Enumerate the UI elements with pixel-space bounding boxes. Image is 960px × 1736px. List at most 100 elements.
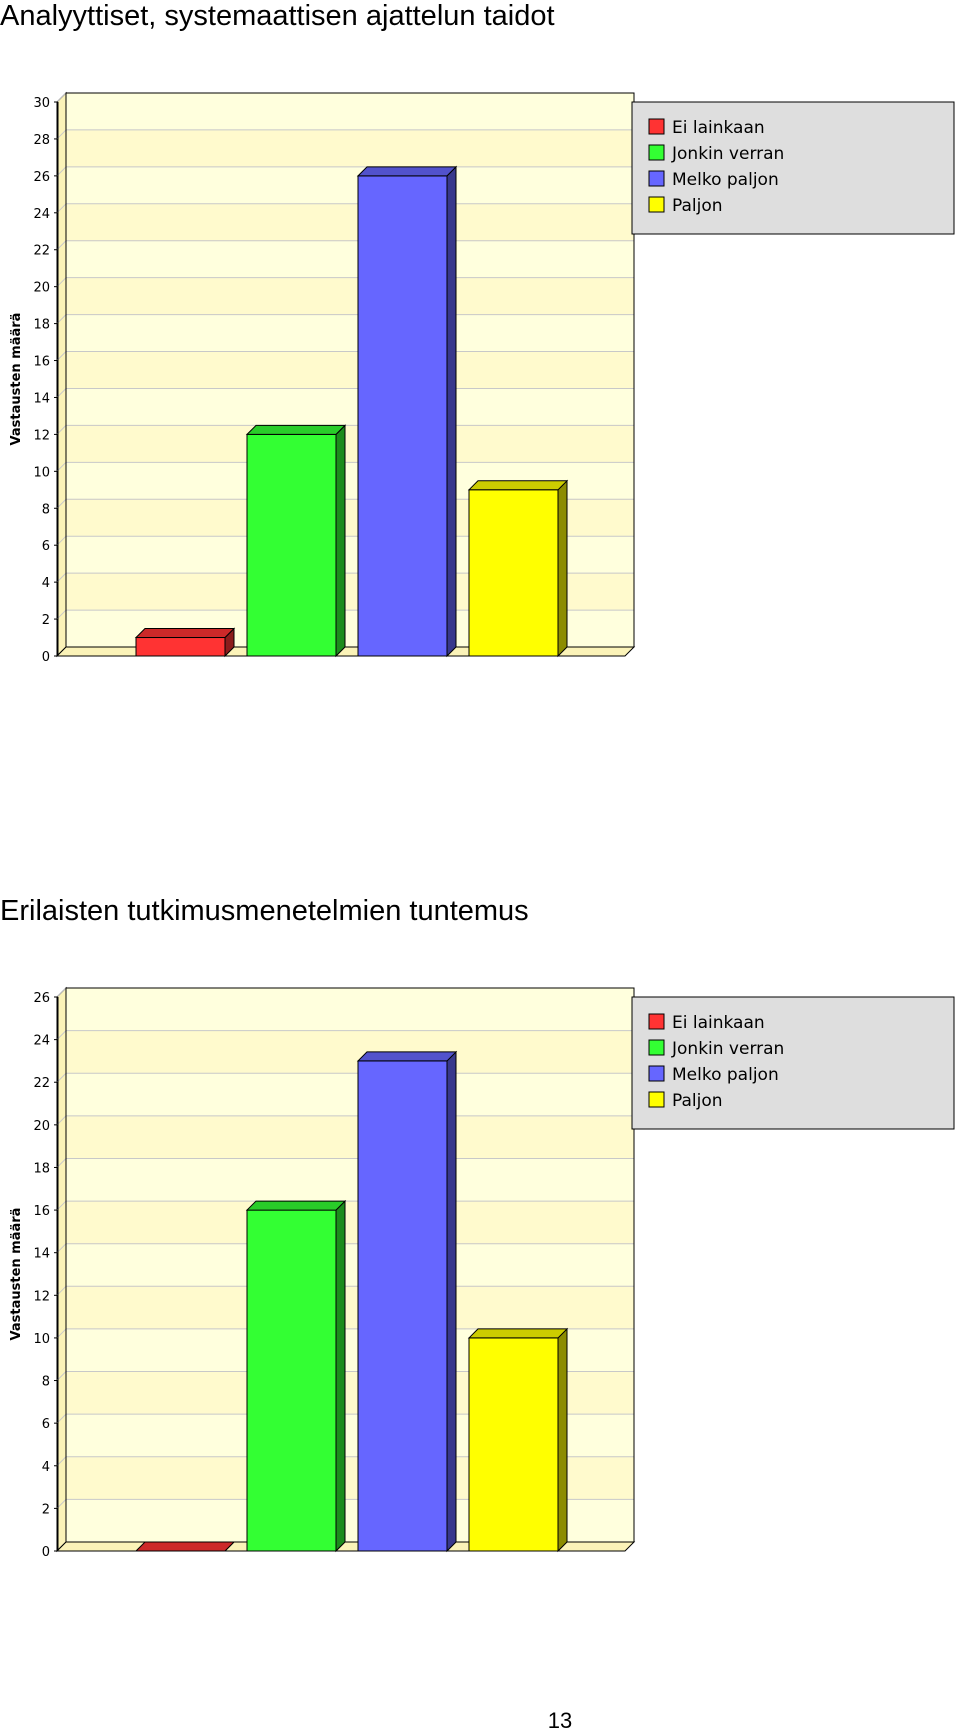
legend-label: Melko paljon: [672, 1065, 779, 1085]
plot-band: [66, 1030, 634, 1074]
legend-label: Paljon: [672, 1091, 723, 1111]
legend: Ei lainkaan Jonkin verran Melko paljon Palj…: [631, 101, 955, 235]
y-tick-label: 4: [42, 1460, 50, 1475]
legend-label: Jonkin verran: [671, 144, 784, 164]
legend-label: Jonkin verran: [671, 1039, 784, 1059]
bar-side: [446, 165, 457, 658]
bar-top: [467, 480, 569, 491]
gridline: [56, 92, 67, 103]
bar-side: [446, 1050, 457, 1553]
plot-band: [66, 203, 634, 241]
legend-label: Paljon: [672, 196, 723, 216]
y-tick-label: 26: [33, 170, 50, 185]
bar-side: [557, 1327, 568, 1553]
bar-top: [467, 1328, 569, 1339]
chart-1-title: Analyyttiset, systemaattisen ajattelun t…: [0, 0, 555, 32]
y-tick-label: 28: [33, 133, 50, 148]
plot-band: [66, 240, 634, 278]
legend-swatch: [648, 1091, 665, 1108]
plot-band: [66, 1201, 634, 1244]
plot-band: [66, 425, 634, 463]
y-tick-label: 10: [33, 465, 50, 480]
y-tick-label: 2: [42, 1502, 50, 1517]
y-tick-label: 8: [42, 1375, 50, 1390]
y-tick-label: 18: [33, 318, 50, 333]
legend-swatch: [648, 170, 665, 187]
bar-side: [335, 1199, 346, 1553]
bar-front: [468, 1337, 559, 1552]
y-tick-label: 0: [42, 1545, 50, 1560]
bar-jonkin-verran: [245, 424, 347, 658]
y-tick-label: 8: [42, 502, 50, 517]
y-tick-label: 30: [33, 96, 50, 111]
legend-box: [631, 996, 955, 1130]
y-tick-label: 6: [42, 539, 50, 554]
legend-swatch: [648, 118, 665, 135]
y-tick-label: 2: [42, 613, 50, 628]
y-tick-label: 14: [33, 1247, 50, 1262]
legend-swatch: [648, 1065, 665, 1082]
bar-front: [246, 433, 337, 657]
bar-top: [134, 1541, 236, 1552]
bar-side: [335, 424, 346, 658]
y-tick-label: 14: [33, 391, 50, 406]
plot-band: [66, 277, 634, 315]
legend-swatch: [648, 1039, 665, 1056]
page-number: 13: [547, 1708, 573, 1733]
bar-front: [246, 1209, 337, 1552]
bar-jonkin-verran: [245, 1199, 347, 1553]
y-tick-label: 4: [42, 576, 50, 591]
legend: Ei lainkaan Jonkin verran Melko paljon Palj…: [631, 996, 955, 1130]
y-tick-label: 0: [42, 650, 50, 665]
bar-melko-paljon: [356, 165, 458, 658]
legend-label: Ei lainkaan: [672, 118, 765, 138]
legend-label: Ei lainkaan: [672, 1013, 765, 1033]
plot-band: [66, 351, 634, 389]
bar-paljon: [467, 479, 569, 658]
plot-band: [66, 129, 634, 167]
bar-front: [357, 175, 448, 657]
y-tick-label: 12: [33, 1289, 50, 1304]
bar-paljon: [467, 1327, 569, 1553]
bar-side: [557, 479, 568, 658]
bar-top: [134, 628, 236, 639]
bar-top: [245, 424, 347, 435]
y-tick-label: 12: [33, 428, 50, 443]
plot-band: [66, 1158, 634, 1202]
plot-band: [66, 166, 634, 204]
y-tick-label: 16: [33, 355, 50, 370]
y-tick-label: 20: [33, 281, 50, 296]
y-tick-label: 22: [33, 244, 50, 259]
y-tick-label: 26: [33, 991, 50, 1006]
plot-band: [66, 1115, 634, 1159]
y-tick-label: 20: [33, 1119, 50, 1134]
plot-band: [66, 1243, 634, 1287]
legend-label: Melko paljon: [672, 170, 779, 190]
bar-front: [357, 1060, 448, 1552]
y-tick-label: 22: [33, 1076, 50, 1091]
bar-top: [356, 166, 458, 177]
plot-band: [66, 93, 634, 130]
y-axis-label: Vastausten määrä: [9, 1208, 24, 1341]
plot-band: [66, 388, 634, 426]
plot-band: [66, 1286, 634, 1329]
plot-band: [66, 314, 634, 352]
legend-swatch: [648, 144, 665, 161]
bar-melko-paljon: [356, 1050, 458, 1553]
y-tick-label: 18: [33, 1161, 50, 1176]
bar-front: [135, 637, 226, 657]
gridline: [56, 987, 67, 998]
y-tick-label: 10: [33, 1332, 50, 1347]
chart-2-title: Erilaisten tutkimusmenetelmien tuntemus: [0, 895, 529, 927]
y-axis-label: Vastausten määrä: [9, 313, 24, 446]
bar-front: [468, 489, 559, 657]
bar-top: [245, 1200, 347, 1211]
bar-top: [356, 1051, 458, 1062]
plot-frame: [65, 92, 635, 648]
legend-box: [631, 101, 955, 235]
legend-swatch: [648, 1013, 665, 1030]
y-tick-label: 6: [42, 1417, 50, 1432]
plot-frame: [65, 987, 635, 1543]
